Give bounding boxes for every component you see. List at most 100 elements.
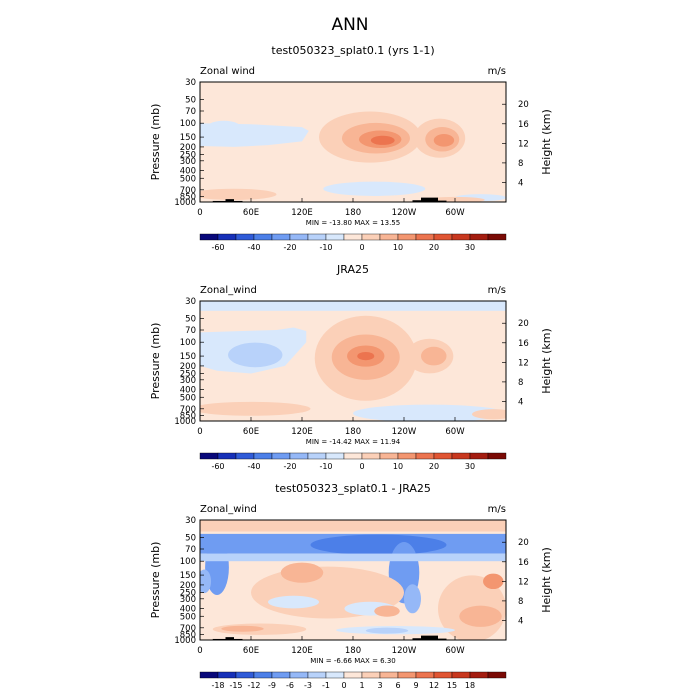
x-tick-label: 180 [345, 427, 361, 437]
colorbar-label: -3 [304, 681, 312, 690]
x-tick-label: 120E [291, 208, 313, 218]
x-tick-label: 180 [345, 646, 361, 656]
y-tick-label: 500 [180, 393, 196, 403]
contour-region [310, 534, 447, 556]
colorbar-label: 0 [341, 681, 346, 690]
topography-block [225, 637, 234, 640]
y-tick-label: 50 [185, 95, 196, 105]
contour-region [353, 404, 506, 421]
colorbar-swatch [271, 233, 291, 241]
colorbar-swatch [361, 452, 381, 460]
colorbar-swatch [325, 233, 345, 241]
topography-block [225, 199, 234, 202]
y-tick-label: 200 [180, 143, 196, 153]
topography-block [421, 635, 438, 640]
y-right-tick-label: 20 [518, 319, 529, 329]
colorbar-label: 3 [377, 681, 382, 690]
y-tick-label: 700 [180, 405, 196, 415]
y-tick-label: 300 [180, 595, 196, 605]
x-tick-label: 120W [392, 427, 417, 437]
y-tick-label: 250 [180, 151, 196, 161]
y-right-tick-label: 12 [518, 577, 529, 587]
contour-region [472, 409, 506, 420]
colorbar-swatch [235, 671, 255, 679]
topography-block [412, 200, 421, 202]
contour-region [200, 301, 506, 311]
contour-region [365, 627, 409, 634]
y-tick-label: 100 [180, 119, 196, 129]
panel-1: test050323_splat0.1 (yrs 1-1) Zonal wind m… [149, 44, 553, 252]
x-tick-label: 60E [243, 208, 259, 218]
colorbar-swatch [469, 452, 489, 460]
colorbar-swatch [433, 233, 453, 241]
colorbar-swatch [235, 452, 255, 460]
contour-region [421, 346, 447, 366]
colorbar-swatch [217, 233, 237, 241]
x-tick-label: 120E [291, 646, 313, 656]
contour-region [459, 605, 502, 627]
y-axis-label: Pressure (mb) [149, 542, 162, 619]
colorbar-swatch [451, 233, 471, 241]
y-right-tick-label: 16 [518, 339, 529, 349]
contour-field [200, 111, 506, 202]
topography-block [412, 638, 421, 640]
y-tick-label: 700 [180, 186, 196, 196]
colorbar-label: -60 [211, 462, 224, 471]
min-max-label: MIN = -13.80 MAX = 13.55 [306, 219, 400, 227]
colorbar-label: -60 [211, 243, 224, 252]
colorbar-label: -6 [286, 681, 294, 690]
y-right-axis-label: Height (km) [540, 109, 553, 175]
x-tick-label: 60W [445, 646, 465, 656]
contour-region [200, 401, 311, 416]
topography-block [421, 197, 438, 202]
colorbar-swatch [307, 671, 327, 679]
contour-region [357, 351, 375, 361]
colorbar-label: -20 [283, 243, 296, 252]
colorbar-swatch [325, 452, 345, 460]
contour-region [228, 342, 283, 368]
x-tick-label: 0 [197, 646, 202, 656]
units-label: m/s [488, 504, 506, 515]
y-tick-label: 70 [185, 545, 196, 555]
colorbar-label: -12 [247, 681, 260, 690]
colorbar-swatch [397, 452, 417, 460]
topography-block [438, 200, 447, 202]
contour-field [200, 301, 506, 421]
y-tick-label: 200 [180, 581, 196, 591]
colorbar-swatch [253, 452, 273, 460]
colorbar-label: -1 [322, 681, 330, 690]
topography-block [438, 638, 447, 640]
y-right-tick-label: 16 [518, 120, 529, 130]
topography-block [212, 638, 226, 640]
min-max-label: MIN = -14.42 MAX = 11.94 [306, 438, 401, 446]
contour-region [370, 135, 395, 145]
x-tick-label: 0 [197, 208, 202, 218]
colorbar-swatch [325, 671, 345, 679]
colorbar-label: 20 [429, 462, 439, 471]
colorbar-swatch [397, 233, 417, 241]
colorbar-swatch [397, 671, 417, 679]
contour-region [200, 569, 212, 594]
y-tick-label: 850 [180, 411, 196, 421]
min-max-label: MIN = -6.66 MAX = 6.30 [310, 657, 396, 665]
colorbar-label: -10 [319, 243, 332, 252]
colorbar-label: 30 [465, 462, 475, 471]
colorbar-label: -40 [247, 243, 260, 252]
y-tick-label: 1000 [174, 636, 196, 646]
panel-title: test050323_splat0.1 (yrs 1-1) [271, 44, 434, 57]
y-tick-label: 150 [180, 133, 196, 143]
y-right-tick-label: 8 [518, 597, 523, 607]
colorbar-swatch [307, 452, 327, 460]
colorbar-swatch [307, 233, 327, 241]
y-tick-label: 50 [185, 314, 196, 324]
x-tick-label: 60E [243, 646, 259, 656]
y-tick-label: 30 [185, 516, 196, 526]
y-right-tick-label: 12 [518, 358, 529, 368]
colorbar-swatch [289, 452, 309, 460]
colorbar-swatch [289, 233, 309, 241]
colorbar-swatch [289, 671, 309, 679]
colorbar-swatch [253, 233, 273, 241]
y-tick-label: 30 [185, 297, 196, 307]
y-right-tick-label: 16 [518, 558, 529, 568]
